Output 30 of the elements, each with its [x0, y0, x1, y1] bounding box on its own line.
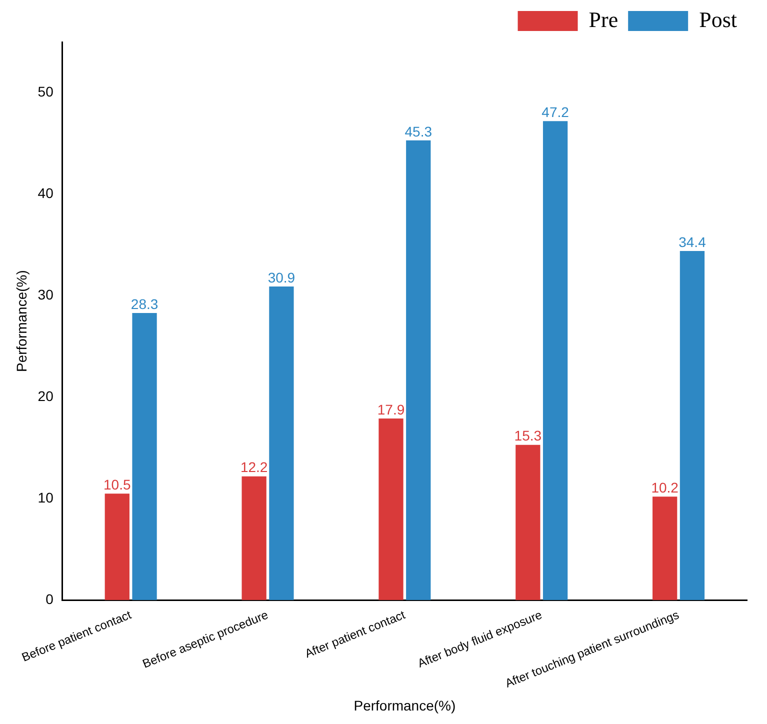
data-label: 34.4 [678, 234, 706, 250]
bar [542, 121, 568, 600]
data-label: 45.3 [404, 123, 432, 140]
y-tick-label: 50 [38, 84, 54, 100]
data-label: 17.9 [377, 401, 405, 418]
bar [269, 286, 294, 600]
bar [378, 418, 404, 600]
bar [652, 496, 678, 600]
bar [132, 312, 157, 600]
y-tick-label: 40 [38, 185, 54, 202]
y-tick-label: 10 [38, 490, 54, 506]
data-label: 10.2 [651, 479, 679, 496]
legend-label: Pre [588, 6, 618, 32]
data-label: 10.5 [104, 476, 131, 492]
bar [242, 476, 266, 600]
data-label: 15.3 [514, 428, 542, 444]
y-tick-label: 20 [38, 388, 54, 404]
bar [406, 140, 431, 600]
data-label: 28.3 [130, 296, 158, 312]
x-axis-title: Performance(%) [354, 697, 456, 714]
y-tick-label: 30 [38, 286, 54, 303]
data-label: 12.2 [240, 459, 268, 476]
data-label: 47.2 [542, 104, 570, 120]
bar [680, 251, 705, 600]
bar [516, 444, 540, 600]
y-tick-label: 0 [46, 590, 54, 607]
y-axis-title: Performance(%) [13, 270, 30, 372]
legend-label: Post [699, 6, 738, 32]
bar [104, 494, 130, 600]
data-label: 30.9 [268, 269, 296, 286]
